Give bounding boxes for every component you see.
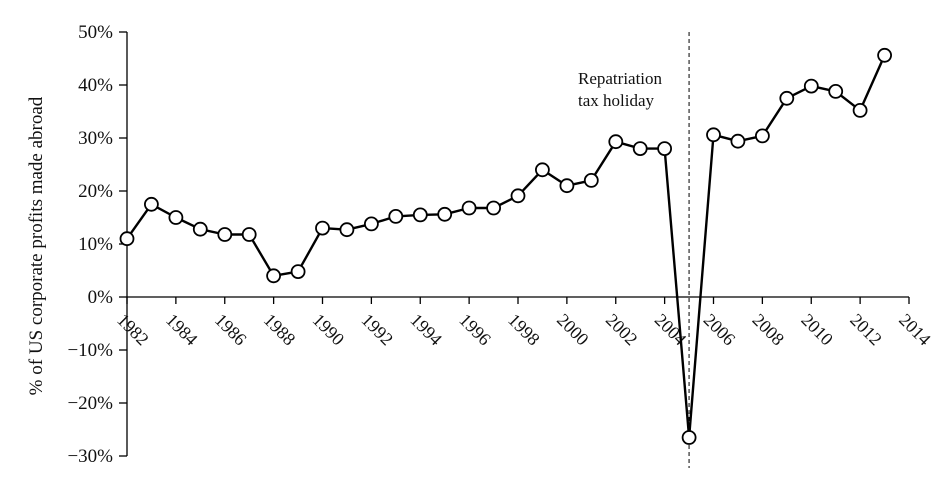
x-tick-label: 2002 bbox=[602, 310, 642, 350]
data-point bbox=[681, 430, 697, 445]
x-tick-label: 2006 bbox=[700, 310, 740, 350]
x-tick-label: 1998 bbox=[504, 310, 544, 350]
y-tick-label: 50% bbox=[78, 22, 113, 43]
x-tick-label: 2010 bbox=[797, 310, 837, 350]
data-point bbox=[535, 162, 550, 178]
x-tick-label: 1992 bbox=[358, 310, 398, 350]
data-point bbox=[803, 78, 819, 94]
y-tick-label: −20% bbox=[67, 393, 113, 414]
data-point bbox=[241, 227, 257, 242]
data-point bbox=[852, 103, 868, 118]
data-point bbox=[143, 196, 159, 212]
x-tick-label: 2004 bbox=[651, 310, 691, 350]
data-point bbox=[119, 231, 135, 247]
data-point bbox=[363, 216, 379, 232]
data-point bbox=[168, 210, 184, 225]
x-tick-label: 2014 bbox=[895, 310, 935, 350]
data-point bbox=[583, 172, 599, 188]
data-point bbox=[266, 268, 282, 284]
x-tick-label: 1990 bbox=[309, 310, 349, 350]
data-point bbox=[706, 127, 721, 143]
y-tick-label: −10% bbox=[67, 340, 113, 361]
x-tick-label: 1986 bbox=[211, 310, 251, 350]
data-point bbox=[461, 200, 477, 216]
y-axis-title: % of US corporate profits made abroad bbox=[26, 96, 47, 395]
x-tick-label: 2008 bbox=[749, 310, 789, 350]
data-point bbox=[339, 222, 355, 238]
series-marks bbox=[119, 47, 892, 445]
x-tick-label: 1994 bbox=[406, 310, 446, 350]
x-tick-label: 1996 bbox=[455, 310, 495, 350]
data-point bbox=[730, 133, 746, 149]
data-point bbox=[779, 90, 795, 106]
data-point bbox=[632, 141, 648, 157]
data-point bbox=[657, 141, 672, 157]
data-point bbox=[412, 207, 428, 223]
series-line bbox=[126, 54, 886, 439]
data-point bbox=[559, 178, 575, 194]
y-tick-label: 30% bbox=[78, 128, 113, 149]
data-point bbox=[486, 200, 502, 216]
x-tick-label: 2012 bbox=[846, 310, 886, 350]
x-tick-label: 2000 bbox=[553, 310, 593, 350]
y-tick-label: 40% bbox=[78, 75, 113, 96]
y-tick-label: 20% bbox=[78, 181, 113, 202]
data-point bbox=[608, 134, 624, 150]
data-point bbox=[388, 208, 404, 224]
x-tick-label: 1982 bbox=[113, 310, 153, 350]
data-point bbox=[290, 264, 306, 280]
annotation-label: Repatriation bbox=[578, 69, 663, 88]
data-point bbox=[437, 206, 453, 222]
y-tick-label: 0% bbox=[88, 287, 114, 308]
data-point bbox=[315, 220, 330, 236]
data-point bbox=[510, 188, 526, 204]
data-point bbox=[217, 227, 233, 242]
annotation: Repatriation tax holiday bbox=[578, 32, 690, 468]
y-tick-label: 10% bbox=[78, 234, 113, 255]
data-point bbox=[192, 221, 208, 237]
y-tick-label: −30% bbox=[67, 446, 113, 467]
data-point bbox=[877, 47, 892, 63]
x-tick-label: 1988 bbox=[260, 310, 300, 350]
annotation-label: tax holiday bbox=[578, 91, 655, 110]
data-point bbox=[755, 128, 770, 144]
data-point bbox=[828, 84, 844, 99]
x-tick-label: 1984 bbox=[162, 310, 202, 350]
